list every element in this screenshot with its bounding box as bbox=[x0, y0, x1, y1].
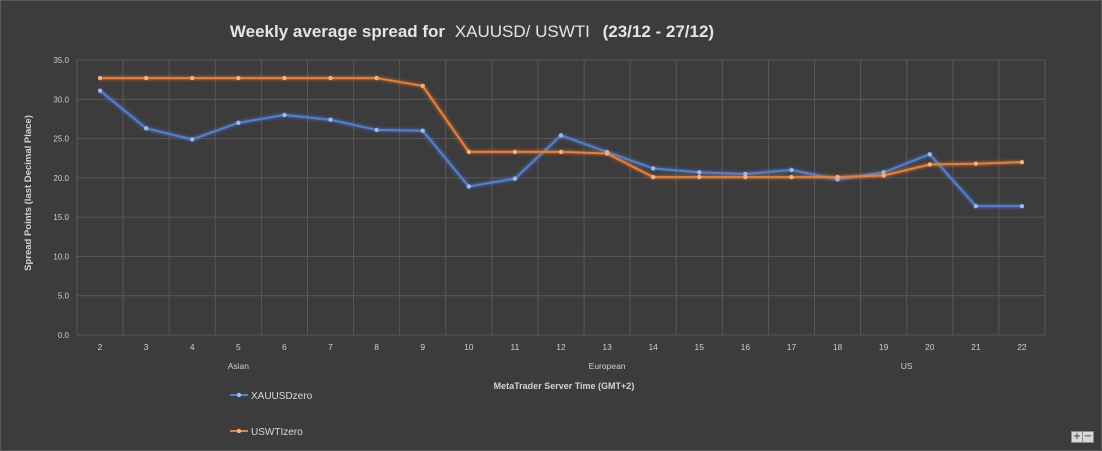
data-point bbox=[512, 176, 518, 181]
x-tick-label: 13 bbox=[602, 342, 612, 352]
data-point bbox=[881, 170, 886, 175]
series-group bbox=[97, 75, 1025, 209]
x-tick-label: 8 bbox=[374, 342, 379, 352]
data-point bbox=[190, 75, 195, 81]
data-point bbox=[374, 127, 379, 133]
x-tick-labels: 2 3 4 5 6 7 8 9 10 11 12 13 14 15 16 17 18 19 20 21 22 bbox=[98, 342, 1027, 352]
x-tick-label: 4 bbox=[190, 342, 195, 352]
data-point bbox=[650, 166, 656, 171]
session-label: European bbox=[589, 361, 626, 371]
grid-lines bbox=[76, 59, 1046, 336]
data-point bbox=[973, 161, 979, 166]
x-tick-label: 21 bbox=[971, 342, 981, 352]
x-tick-label: 11 bbox=[510, 342, 519, 352]
x-tick-label: 9 bbox=[420, 342, 425, 352]
data-point bbox=[374, 75, 379, 81]
data-point bbox=[927, 152, 932, 157]
data-point bbox=[604, 151, 610, 156]
data-point bbox=[97, 75, 103, 81]
data-point bbox=[512, 149, 518, 155]
zoom-out-button[interactable]: − bbox=[1082, 431, 1094, 443]
data-point bbox=[1019, 203, 1025, 209]
data-point bbox=[328, 117, 333, 122]
data-point bbox=[143, 126, 149, 131]
data-point bbox=[835, 174, 840, 180]
legend-label-uswtizero: USWTIzero bbox=[251, 427, 303, 438]
data-point bbox=[236, 120, 241, 126]
x-tick-label: 17 bbox=[787, 342, 797, 352]
data-point bbox=[466, 184, 472, 189]
y-tick-label: 0.0 bbox=[58, 331, 70, 340]
data-point bbox=[650, 174, 656, 180]
y-tick-label: 10.0 bbox=[53, 252, 69, 261]
data-point bbox=[282, 75, 287, 81]
x-tick-label: 14 bbox=[648, 342, 658, 352]
y-tick-label: 5.0 bbox=[58, 292, 70, 301]
session-label: US bbox=[901, 361, 913, 371]
x-tick-label: 18 bbox=[833, 342, 843, 352]
data-point bbox=[558, 149, 564, 155]
data-point bbox=[743, 171, 748, 177]
data-point bbox=[697, 170, 702, 175]
data-point bbox=[697, 174, 702, 180]
session-labels: Asian European US bbox=[228, 361, 913, 371]
legend-item-uswtizero[interactable]: USWTIzero bbox=[230, 427, 303, 438]
data-point bbox=[420, 83, 425, 89]
x-tick-label: 5 bbox=[236, 342, 241, 352]
y-tick-label: 15.0 bbox=[53, 213, 69, 222]
y-tick-labels: 0.0 5.0 10.0 15.0 20.0 25.0 30.0 35.0 bbox=[53, 56, 69, 340]
data-point bbox=[927, 162, 932, 167]
x-tick-label: 16 bbox=[741, 342, 751, 352]
data-point bbox=[881, 173, 886, 178]
data-point bbox=[143, 75, 149, 81]
data-point bbox=[97, 88, 103, 93]
data-point bbox=[466, 149, 472, 155]
series-line-xauusdzero bbox=[99, 89, 1022, 208]
data-point bbox=[282, 112, 287, 118]
legend: XAUUSDzero USWTIzero bbox=[230, 391, 313, 438]
legend-item-xauusdzero[interactable]: XAUUSDzero bbox=[230, 391, 313, 402]
x-tick-label: 2 bbox=[98, 342, 103, 352]
y-tick-label: 35.0 bbox=[53, 56, 69, 65]
data-point bbox=[420, 128, 425, 133]
data-point bbox=[789, 167, 794, 173]
x-tick-label: 6 bbox=[282, 342, 287, 352]
data-point bbox=[328, 75, 333, 81]
data-point bbox=[190, 137, 195, 142]
data-point bbox=[1019, 159, 1025, 165]
series-line-uswtizero bbox=[100, 77, 1022, 179]
session-label: Asian bbox=[228, 361, 250, 371]
data-point bbox=[558, 133, 564, 138]
x-tick-label: 20 bbox=[925, 342, 935, 352]
data-point bbox=[743, 174, 748, 180]
x-tick-label: 19 bbox=[879, 342, 889, 352]
y-tick-label: 20.0 bbox=[53, 174, 69, 183]
x-tick-label: 10 bbox=[464, 342, 474, 352]
y-axis-label: Spread Points (last Decimal Place) bbox=[23, 115, 34, 271]
x-tick-label: 3 bbox=[144, 342, 149, 352]
chart-title: Weekly average spread for XAUUSD/ USWTI … bbox=[230, 22, 714, 41]
x-tick-label: 22 bbox=[1017, 342, 1027, 352]
x-tick-label: 7 bbox=[328, 342, 333, 352]
y-tick-label: 30.0 bbox=[53, 95, 69, 104]
x-axis-label: MetaTrader Server Time (GMT+2) bbox=[494, 381, 635, 391]
data-point bbox=[789, 174, 794, 180]
x-tick-label: 12 bbox=[556, 342, 566, 352]
legend-label-xauusdzero: XAUUSDzero bbox=[251, 391, 313, 402]
data-point bbox=[973, 203, 979, 209]
data-point bbox=[236, 75, 241, 81]
y-tick-label: 25.0 bbox=[53, 135, 69, 144]
x-tick-label: 15 bbox=[695, 342, 705, 352]
